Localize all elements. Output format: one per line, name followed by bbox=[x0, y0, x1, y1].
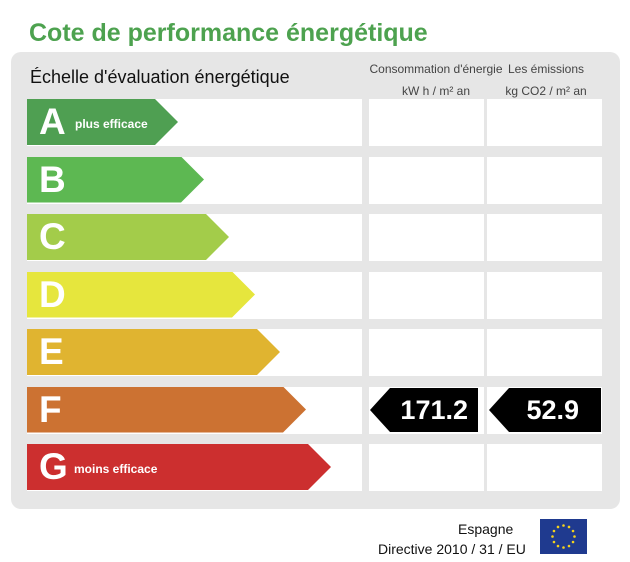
rating-arrow-e: E bbox=[27, 329, 280, 375]
consumption-header-line2: kW h / m² an bbox=[401, 84, 470, 98]
emissions-value-badge: 52.9 bbox=[489, 388, 601, 432]
rating-sublabel: moins efficace bbox=[74, 462, 158, 476]
rating-letter: D bbox=[39, 273, 66, 315]
scale-title: Échelle d'évaluation énergétique bbox=[30, 67, 290, 87]
rating-arrow-b: B bbox=[27, 157, 204, 203]
emissions-cell bbox=[487, 271, 602, 319]
consumption-value: 171.2 bbox=[400, 395, 468, 425]
rating-arrow-d: D bbox=[27, 272, 255, 318]
emissions-column-header: Les émissions kg CO2 / m² an bbox=[486, 58, 606, 102]
rating-letter: F bbox=[39, 388, 62, 430]
country-label: Espagne bbox=[458, 521, 514, 537]
page-title: Cote de performance énergétique bbox=[29, 19, 428, 47]
eu-star-icon bbox=[551, 535, 554, 538]
rating-letter: B bbox=[39, 158, 66, 200]
consumption-cell bbox=[369, 156, 484, 204]
emissions-cell bbox=[487, 444, 602, 491]
consumption-cell bbox=[369, 271, 484, 319]
eu-star-icon bbox=[556, 544, 560, 548]
consumption-column-header: Consommation d'énergie kW h / m² an bbox=[366, 58, 506, 102]
rating-letter: C bbox=[39, 216, 66, 257]
eu-star-icon bbox=[556, 525, 560, 529]
rating-arrow-f: F bbox=[27, 387, 306, 433]
rating-letter: A bbox=[39, 101, 66, 142]
emissions-cell bbox=[487, 214, 602, 261]
rating-sublabel: plus efficace bbox=[75, 117, 148, 131]
consumption-cell bbox=[369, 214, 484, 261]
eu-star-icon bbox=[567, 544, 571, 548]
consumption-header-line1: Consommation d'énergie bbox=[369, 62, 503, 76]
consumption-cell bbox=[369, 329, 484, 376]
eu-star-icon bbox=[573, 535, 576, 538]
emissions-cell bbox=[487, 329, 602, 376]
eu-star-icon bbox=[571, 529, 575, 533]
eu-star-icon bbox=[552, 540, 556, 544]
rating-arrow-c: C bbox=[27, 214, 229, 260]
eu-star-icon bbox=[571, 540, 575, 544]
eu-star-icon bbox=[567, 525, 571, 529]
consumption-value-badge: 171.2 bbox=[370, 388, 478, 432]
emissions-value: 52.9 bbox=[526, 395, 579, 425]
eu-star-icon bbox=[562, 524, 565, 527]
directive-label: Directive 2010 / 31 / EU bbox=[378, 541, 526, 557]
emissions-header-line1: Les émissions bbox=[507, 62, 585, 76]
consumption-cell bbox=[369, 99, 484, 146]
rating-letter: G bbox=[39, 446, 68, 487]
eu-flag-icon bbox=[540, 519, 587, 554]
rating-letter: E bbox=[39, 331, 64, 372]
consumption-cell bbox=[369, 444, 484, 491]
eu-star-icon bbox=[562, 546, 565, 549]
emissions-cell bbox=[487, 156, 602, 204]
eu-star-icon bbox=[552, 529, 556, 533]
emissions-cell bbox=[487, 99, 602, 146]
emissions-header-line2: kg CO2 / m² an bbox=[505, 84, 587, 98]
